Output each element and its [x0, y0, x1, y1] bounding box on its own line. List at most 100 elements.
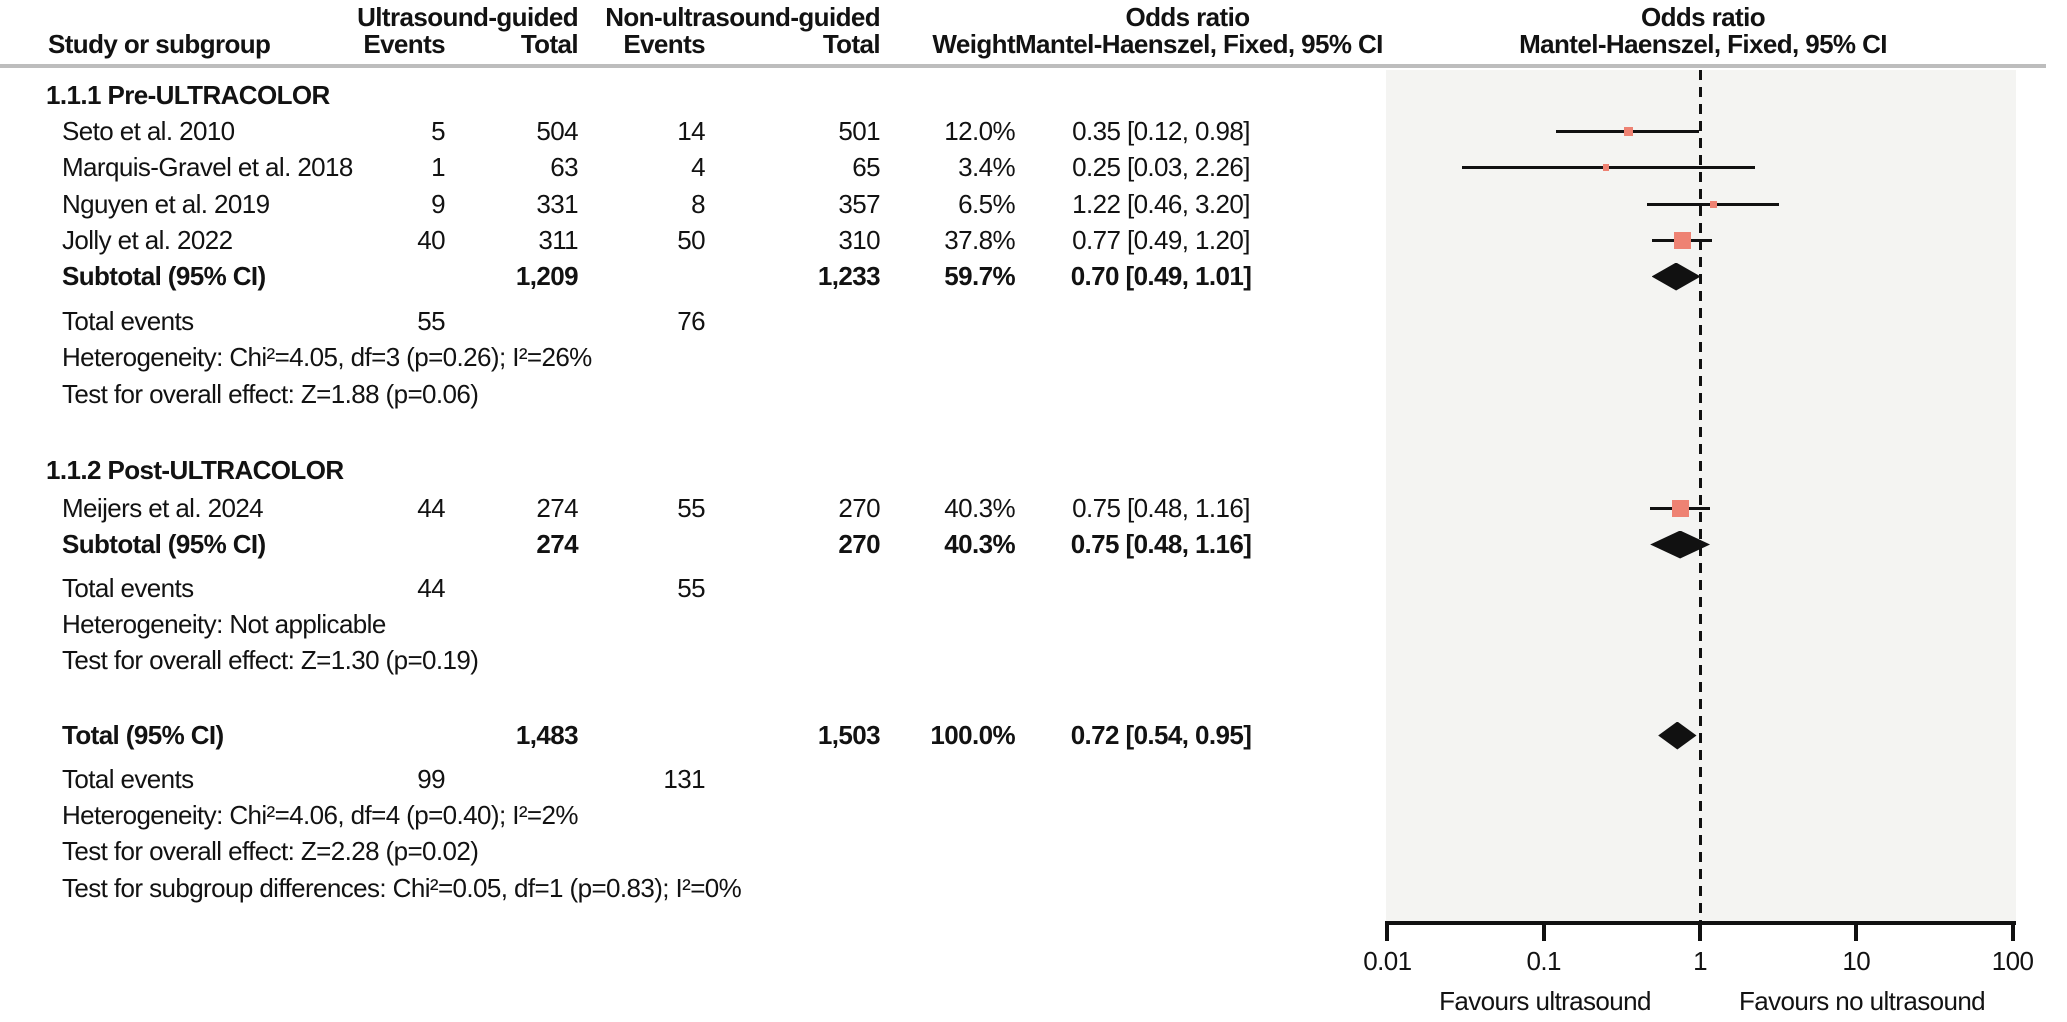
study-name: Marquis-Gravel et al. 2018 — [62, 152, 353, 182]
total-label: Total (95% CI) — [62, 720, 224, 750]
or-ci-text: 0.75 [0.48, 1.16] — [1070, 529, 1252, 559]
events-us-value: 1 — [431, 152, 445, 182]
events-us-value: 44 — [417, 493, 445, 523]
heterogeneity-text: Heterogeneity: Not applicable — [62, 609, 386, 639]
total-us-value: 274 — [536, 529, 578, 559]
subgroup-differences-row: Test for subgroup differences: Chi²=0.05… — [0, 870, 1386, 907]
or-ci-text: 0.70 [0.49, 1.01] — [1070, 261, 1252, 291]
weight-value: 40.3% — [944, 529, 1015, 559]
subtotal-label: Subtotal (95% CI) — [62, 261, 266, 291]
weight-value: 12.0% — [944, 116, 1015, 146]
study-row: Nguyen et al. 2019 9 331 8 357 6.5% 1.22… — [0, 186, 1386, 223]
favours-right-label: Favours no ultrasound — [1738, 986, 1986, 1016]
axis-tick-label: 100 — [1991, 946, 2034, 976]
subtotal-label: Subtotal (95% CI) — [62, 529, 266, 559]
axis-tick-label: 0.01 — [1363, 946, 1412, 976]
events-nonus-value: 131 — [663, 764, 705, 794]
weight-value: 59.7% — [944, 261, 1015, 291]
or-column-header-line1: Odds ratio — [1125, 2, 1250, 32]
subgroup-heading-row: 1.1.2 Post-ULTRACOLOR — [0, 452, 1386, 489]
overall-effect-text: Test for overall effect: Z=1.88 (p=0.06) — [62, 379, 479, 409]
subgroup-label: 1.1.2 Post-ULTRACOLOR — [46, 455, 344, 485]
or-ci-text: 0.35 [0.12, 0.98] — [1072, 116, 1250, 146]
total-us-value: 63 — [550, 152, 578, 182]
events-us-value: 40 — [417, 225, 445, 255]
axis-tick-label: 1 — [1693, 946, 1707, 976]
events-header-us: Events — [363, 29, 445, 59]
heterogeneity-row: Heterogeneity: Not applicable — [0, 606, 1386, 643]
favours-left-label: Favours ultrasound — [1439, 986, 1651, 1016]
total-events-row: Total events 55 76 — [0, 303, 1386, 340]
total-nonus-value: 1,233 — [817, 261, 881, 291]
events-nonus-value: 8 — [691, 189, 705, 219]
or-square-marker — [1602, 164, 1609, 171]
events-header-nonus: Events — [623, 29, 705, 59]
events-nonus-value: 55 — [677, 493, 705, 523]
total-nonus-value: 501 — [838, 116, 880, 146]
overall-effect-text: Test for overall effect: Z=2.28 (p=0.02) — [62, 836, 479, 866]
events-us-value: 9 — [431, 189, 445, 219]
heterogeneity-text: Heterogeneity: Chi²=4.05, df=3 (p=0.26);… — [62, 342, 592, 372]
heterogeneity-row: Heterogeneity: Chi²=4.05, df=3 (p=0.26);… — [0, 339, 1386, 376]
or-ci-text: 0.75 [0.48, 1.16] — [1072, 493, 1250, 523]
axis-tick — [1854, 921, 1859, 941]
axis-tick — [2010, 921, 2015, 941]
total-nonus-value: 270 — [838, 493, 880, 523]
axis-tick — [1698, 921, 1702, 941]
events-nonus-value: 14 — [677, 116, 705, 146]
total-events-row: Total events 44 55 — [0, 570, 1386, 607]
grand-total-row: Total (95% CI) 1,483 1,503 100.0% 0.72 [… — [0, 717, 1386, 754]
study-name: Meijers et al. 2024 — [62, 493, 264, 523]
or-ci-text: 0.72 [0.54, 0.95] — [1070, 720, 1252, 750]
total-events-label: Total events — [62, 573, 194, 603]
total-events-row: Total events 99 131 — [0, 761, 1386, 798]
group-header-non-ultrasound: Non-ultrasound-guided — [605, 2, 880, 32]
plot-header-line1: Odds ratio — [1640, 2, 1766, 32]
events-us-value: 44 — [417, 573, 445, 603]
total-header-us: Total — [520, 29, 579, 59]
overall-effect-row: Test for overall effect: Z=1.88 (p=0.06) — [0, 376, 1386, 413]
subtotal-row: Subtotal (95% CI) 1,209 1,233 59.7% 0.70… — [0, 258, 1386, 295]
overall-effect-row: Test for overall effect: Z=1.30 (p=0.19) — [0, 642, 1386, 679]
subtotal-row: Subtotal (95% CI) 274 270 40.3% 0.75 [0.… — [0, 526, 1386, 563]
total-us-value: 331 — [536, 189, 578, 219]
header-rule — [0, 64, 2046, 68]
x-axis-line — [1386, 921, 2016, 925]
study-row: Marquis-Gravel et al. 2018 1 63 4 65 3.4… — [0, 149, 1386, 186]
summary-diamond — [1651, 262, 1701, 291]
axis-tick — [1541, 921, 1546, 941]
total-us-value: 311 — [538, 225, 578, 255]
study-column-header: Study or subgroup — [48, 29, 271, 59]
total-us-value: 1,483 — [515, 720, 579, 750]
study-name: Jolly et al. 2022 — [62, 225, 233, 255]
or-square-marker — [1624, 127, 1634, 136]
total-nonus-value: 65 — [852, 152, 880, 182]
total-nonus-value: 357 — [838, 189, 880, 219]
events-us-value: 99 — [417, 764, 445, 794]
events-nonus-value: 55 — [677, 573, 705, 603]
or-ci-text: 0.25 [0.03, 2.26] — [1072, 152, 1250, 182]
total-us-value: 504 — [536, 116, 578, 146]
overall-effect-row: Test for overall effect: Z=2.28 (p=0.02) — [0, 833, 1386, 870]
total-us-value: 1,209 — [515, 261, 579, 291]
weight-value: 40.3% — [944, 493, 1015, 523]
total-header-nonus: Total — [822, 29, 881, 59]
subgroup-differences-text: Test for subgroup differences: Chi²=0.05… — [62, 873, 742, 903]
events-us-value: 55 — [417, 306, 445, 336]
study-row: Meijers et al. 2024 44 274 55 270 40.3% … — [0, 490, 1386, 527]
events-nonus-value: 76 — [677, 306, 705, 336]
total-nonus-value: 310 — [838, 225, 880, 255]
study-name: Seto et al. 2010 — [62, 116, 235, 146]
subgroup-label: 1.1.1 Pre-ULTRACOLOR — [46, 80, 330, 110]
axis-tick — [1385, 921, 1390, 941]
total-nonus-value: 270 — [838, 529, 880, 559]
weight-value: 100.0% — [930, 720, 1015, 750]
or-square-marker — [1673, 231, 1691, 250]
overall-effect-text: Test for overall effect: Z=1.30 (p=0.19) — [62, 645, 479, 675]
axis-tick-label: 0.1 — [1526, 946, 1562, 976]
weight-value: 6.5% — [958, 189, 1015, 219]
total-nonus-value: 1,503 — [817, 720, 881, 750]
study-row: Seto et al. 2010 5 504 14 501 12.0% 0.35… — [0, 113, 1386, 150]
events-us-value: 5 — [431, 116, 445, 146]
